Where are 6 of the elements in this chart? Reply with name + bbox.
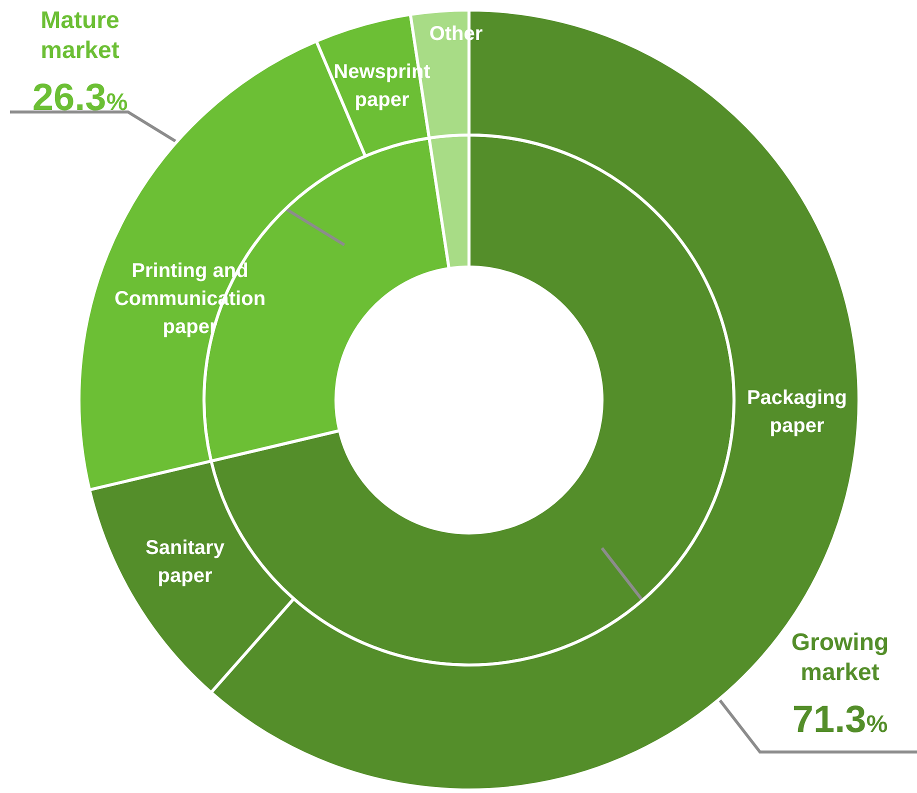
slice-label: Packaging paper [746,387,848,437]
slice-label: Mature market [40,7,120,64]
slice-label: Sanitary paper [146,537,226,587]
data-label: 26.3% [32,77,128,119]
slice-label: Growing market [791,629,889,686]
data-label: 71.3% [792,699,888,741]
